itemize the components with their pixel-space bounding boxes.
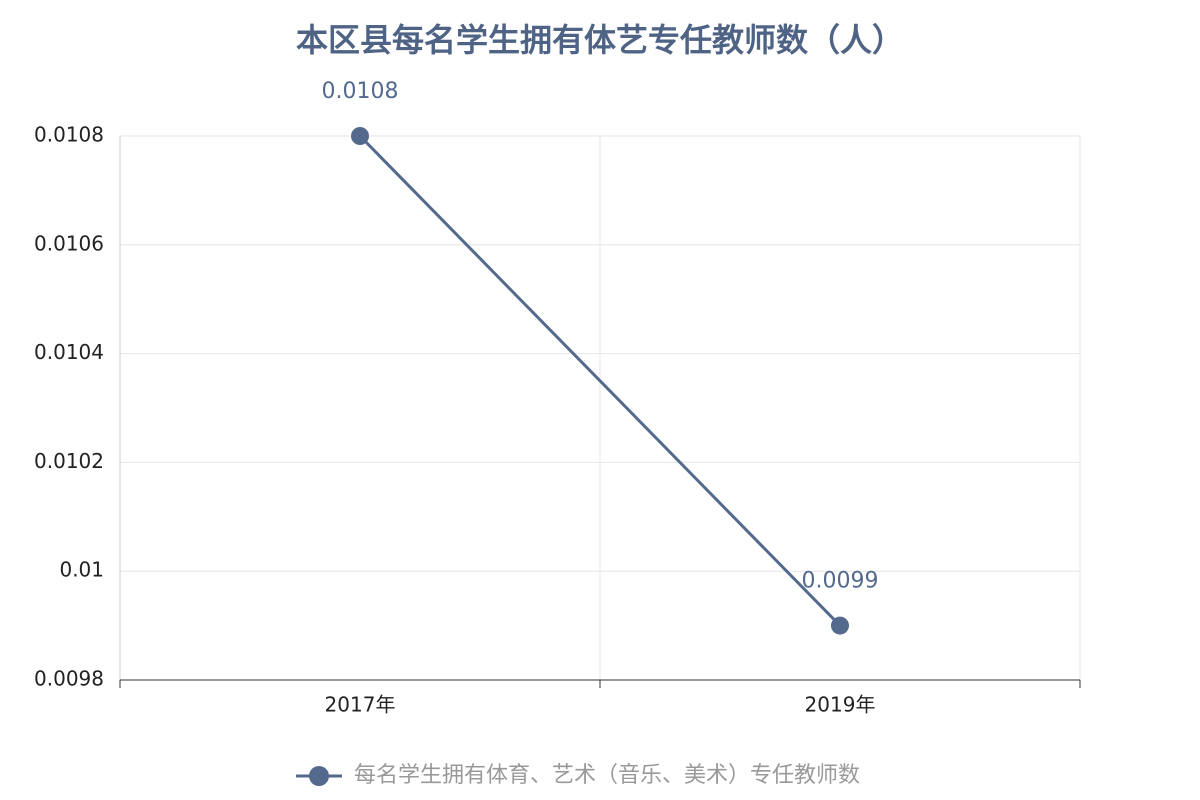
- y-tick-label: 0.0104: [34, 340, 104, 364]
- legend-marker: [309, 766, 329, 786]
- y-tick-label: 0.0098: [34, 667, 104, 691]
- y-tick-label: 0.0106: [34, 231, 104, 255]
- point: [351, 127, 369, 145]
- x-tick-label: 2019年: [805, 693, 876, 717]
- point: [831, 616, 849, 635]
- y-tick-label: 0.01: [59, 558, 104, 582]
- legend-label: 每名学生拥有体育、艺术（音乐、美术）专任教师数: [354, 763, 860, 788]
- data-label: 0.0099: [802, 569, 879, 594]
- y-tick-label: 0.0102: [34, 449, 104, 473]
- y-tick-label: 0.0108: [34, 123, 104, 147]
- series-line: [358, 134, 842, 627]
- chart-title: 本区县每名学生拥有体艺专任教师数（人）: [296, 21, 904, 59]
- data-label: 0.0108: [322, 79, 399, 104]
- x-tick-label: 2017年: [325, 693, 396, 717]
